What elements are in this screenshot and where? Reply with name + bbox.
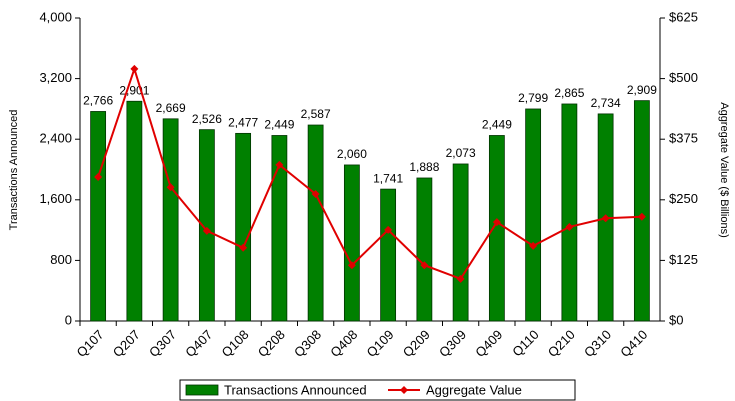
- line-marker: [529, 241, 538, 250]
- bar-value-label: 1,741: [373, 171, 403, 185]
- bar-value-label: 2,909: [627, 83, 657, 97]
- legend-label: Transactions Announced: [224, 382, 367, 397]
- y2-tick-label: $125: [669, 252, 698, 267]
- x-tick-label: Q307: [146, 327, 179, 360]
- bar: [416, 177, 433, 322]
- y2-tick-label: $0: [669, 312, 683, 327]
- bar-value-label: 1,888: [409, 160, 439, 174]
- legend-box: [179, 379, 576, 401]
- y-tick-label: 4,000: [39, 9, 72, 24]
- bar-value-label: 2,865: [554, 86, 584, 100]
- bar-value-label: 2,449: [264, 118, 294, 132]
- y2-axis-label: Aggregate Value ($ Billions): [718, 102, 730, 238]
- bar-value-label: 2,060: [337, 147, 367, 161]
- y-tick-label: 800: [50, 252, 72, 267]
- x-tick-label: Q310: [581, 327, 614, 360]
- line: [97, 65, 642, 281]
- y-tick-label: 0: [65, 312, 72, 327]
- bar: [380, 188, 397, 322]
- bar: [307, 124, 324, 322]
- bar: [633, 100, 650, 322]
- bar: [126, 100, 143, 322]
- bar: [561, 103, 578, 322]
- y-tick-label: 3,200: [39, 70, 72, 85]
- x-tick-label: Q308: [291, 327, 324, 360]
- line-marker: [637, 212, 646, 221]
- x-tick-label: Q408: [327, 327, 360, 360]
- x-tick-label: Q210: [545, 327, 578, 360]
- bar-value-label: 2,766: [83, 94, 113, 108]
- y2-tick-label: $250: [669, 191, 698, 206]
- x-tick-label: Q410: [617, 327, 650, 360]
- x-tick-label: Q109: [364, 327, 397, 360]
- line-marker: [565, 222, 574, 231]
- x-tick-label: Q207: [110, 327, 143, 360]
- y2-tick-label: $625: [669, 9, 698, 24]
- bar-value-label: 2,526: [192, 112, 222, 126]
- bar-value-label: 2,901: [119, 83, 149, 97]
- line-marker: [275, 160, 284, 169]
- x-tick-label: Q208: [255, 327, 288, 360]
- line-marker: [202, 226, 211, 235]
- x-tick-label: Q108: [219, 327, 252, 360]
- bar-value-label: 2,073: [446, 146, 476, 160]
- y2-tick-label: $375: [669, 131, 698, 146]
- line-marker: [311, 189, 320, 198]
- bar: [488, 135, 505, 322]
- line-marker: [347, 261, 356, 270]
- y-tick-label: 1,600: [39, 191, 72, 206]
- line-marker: [601, 214, 610, 223]
- x-tick-label: Q209: [400, 327, 433, 360]
- line-marker: [420, 261, 429, 270]
- bar: [235, 132, 252, 322]
- bar: [198, 129, 215, 322]
- line-marker: [94, 173, 103, 182]
- line-marker: [130, 64, 139, 73]
- legend-label: Aggregate Value: [426, 382, 522, 397]
- bar-value-label: 2,477: [228, 116, 258, 130]
- bar-value-label: 2,734: [591, 96, 621, 110]
- x-tick-label: Q309: [436, 327, 469, 360]
- bar-value-label: 2,449: [482, 118, 512, 132]
- bar: [90, 111, 107, 322]
- x-tick-label: Q409: [472, 327, 505, 360]
- legend-marker: [400, 386, 408, 394]
- x-tick-label: Q107: [74, 327, 107, 360]
- legend-swatch: [185, 384, 219, 396]
- bar: [452, 163, 469, 322]
- bar: [343, 164, 360, 322]
- line-marker: [384, 225, 393, 234]
- line-marker: [456, 274, 465, 283]
- line-marker: [492, 218, 501, 227]
- bar: [525, 108, 542, 322]
- y2-tick-label: $500: [669, 70, 698, 85]
- line-marker: [239, 243, 248, 252]
- bar-value-label: 2,669: [156, 101, 186, 115]
- x-tick-label: Q407: [182, 327, 215, 360]
- bar-value-label: 2,587: [301, 107, 331, 121]
- x-tick-label: Q110: [509, 327, 541, 359]
- y-tick-label: 2,400: [39, 131, 72, 146]
- y-axis-label: Transactions Announced: [8, 110, 20, 231]
- bar: [271, 135, 288, 322]
- bar-value-label: 2,799: [518, 91, 548, 105]
- line-marker: [166, 183, 175, 192]
- bar: [162, 118, 179, 322]
